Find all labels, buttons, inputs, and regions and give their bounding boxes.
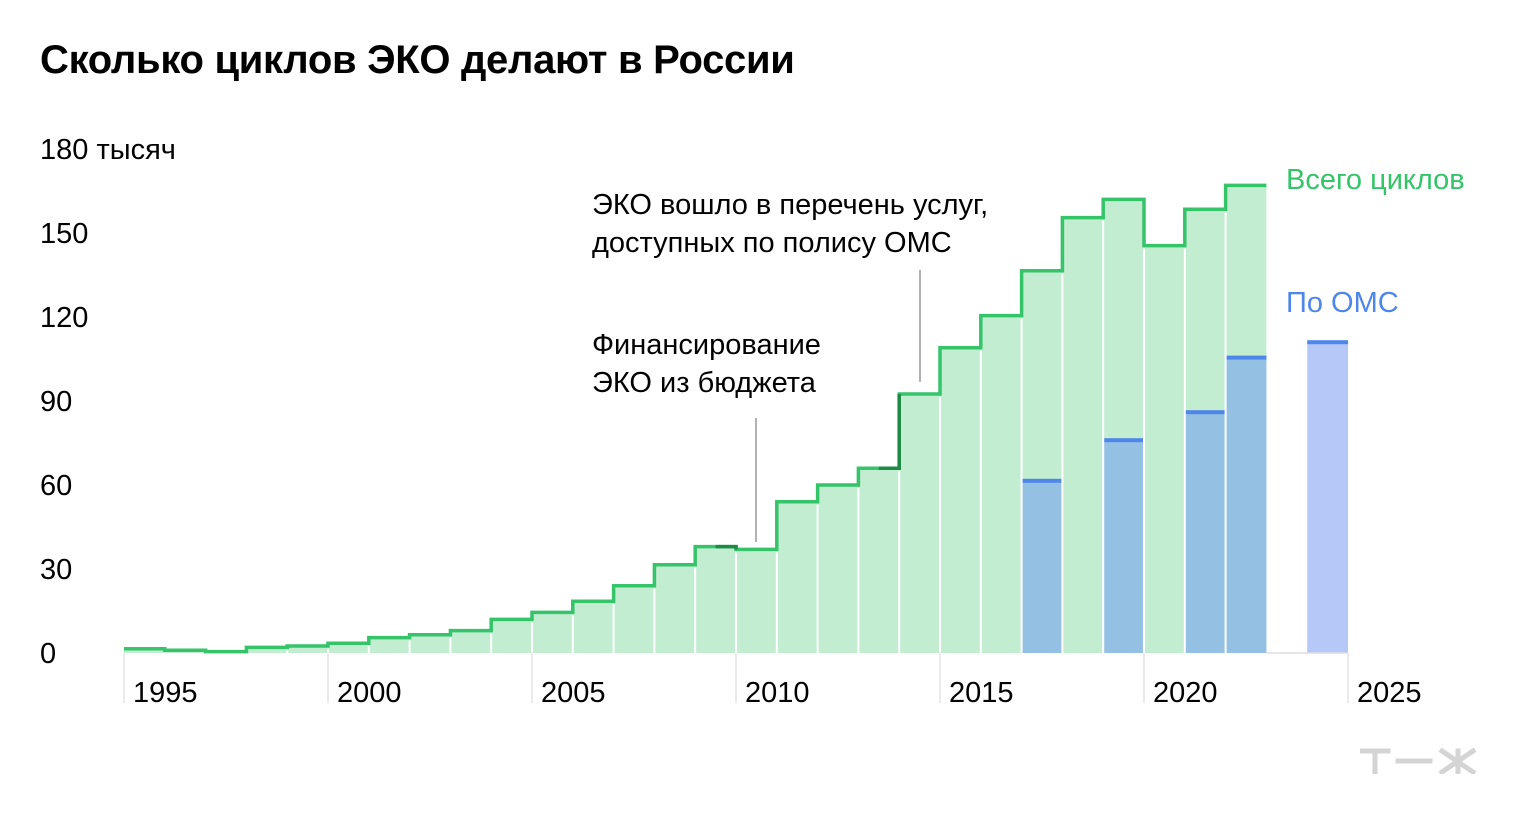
y-tick-label-90: 90 — [40, 386, 72, 418]
total-bar-1998 — [246, 647, 288, 653]
total-bar-2010 — [736, 549, 777, 653]
chart-title: Сколько циклов ЭКО делают в России — [40, 38, 795, 82]
total-bar-2003 — [450, 630, 492, 653]
total-bar-2009 — [695, 546, 736, 653]
legend: Всего циклов По ОМС — [1286, 164, 1465, 319]
annotation-step-highlight-1 — [715, 544, 738, 550]
total-bar-2006 — [572, 601, 614, 653]
series-lines — [124, 183, 1267, 654]
oms-bar-top-2017 — [1021, 478, 1063, 483]
total-bar-2007 — [613, 585, 655, 653]
y-tick-label-120: 120 — [40, 302, 88, 334]
oms-bar-top-2021 — [1184, 410, 1226, 415]
total-bar-2015 — [940, 347, 981, 653]
tick-labels: 1995 2000 2005 2010 2015 2020 2025 0 30 60 90 120 15… — [40, 134, 1422, 709]
total-step-line — [124, 183, 1267, 654]
y-tick-label-0: 0 — [40, 638, 56, 670]
x-tick-label-1995: 1995 — [133, 677, 198, 709]
total-bar-2005 — [532, 612, 573, 653]
total-bar-2011 — [776, 501, 818, 653]
bar-separators — [163, 212, 1227, 655]
y-tick-label-30: 30 — [40, 554, 72, 586]
total-bar-2008 — [654, 564, 696, 653]
bar-fills — [124, 185, 1267, 653]
annotations: Финансирование ЭКО из бюджета ЭКО вошло в … — [592, 189, 988, 542]
annotation-2-line-1: ЭКО вошло в перечень услуг, — [592, 189, 988, 221]
annotation-2-line-2: доступных по полису ОМС — [592, 227, 952, 259]
total-bar-2020 — [1144, 245, 1185, 653]
oms-bars — [1021, 340, 1348, 653]
tzh-logo-icon — [1360, 748, 1477, 774]
total-bar-2013 — [858, 468, 900, 653]
x-tick-label-2005: 2005 — [541, 677, 606, 709]
oms-bar-2024 — [1307, 342, 1348, 653]
x-tick-label-2025: 2025 — [1357, 677, 1422, 709]
total-bar-2018 — [1062, 217, 1104, 653]
y-tick-label-60: 60 — [40, 470, 72, 502]
oms-bar-2017 — [1021, 480, 1063, 653]
annotation-1-line-2: ЭКО из бюджета — [592, 367, 817, 399]
x-tick-label-2015: 2015 — [949, 677, 1014, 709]
oms-bar-2021 — [1184, 412, 1226, 653]
total-bar-2012 — [817, 485, 859, 653]
oms-bar-top-2022 — [1225, 355, 1267, 360]
total-bar-2004 — [491, 619, 532, 653]
total-bar-2016 — [980, 315, 1022, 653]
oms-bar-top-2019 — [1103, 438, 1144, 443]
total-bar-2000 — [328, 643, 369, 653]
x-tick-label-2010: 2010 — [745, 677, 810, 709]
y-tick-label-180: 180 тысяч — [40, 134, 176, 166]
y-tick-label-150: 150 — [40, 218, 88, 250]
annotation-step-highlight-2 — [878, 394, 901, 470]
total-bar-1995 — [124, 648, 165, 653]
total-bar-2002 — [409, 634, 451, 653]
total-bar-1999 — [287, 646, 328, 653]
x-axis — [123, 652, 1349, 703]
oms-bar-top-2024 — [1307, 340, 1348, 345]
oms-bar-2022 — [1225, 357, 1267, 653]
total-bar-2001 — [368, 637, 410, 653]
total-bar-2014 — [899, 394, 940, 653]
legend-oms: По ОМС — [1286, 287, 1399, 319]
annotation-1-line-1: Финансирование — [592, 329, 821, 361]
legend-total: Всего циклов — [1286, 164, 1465, 196]
x-tick-label-2000: 2000 — [337, 677, 402, 709]
x-tick-label-2020: 2020 — [1153, 677, 1218, 709]
oms-bar-2019 — [1103, 440, 1144, 653]
